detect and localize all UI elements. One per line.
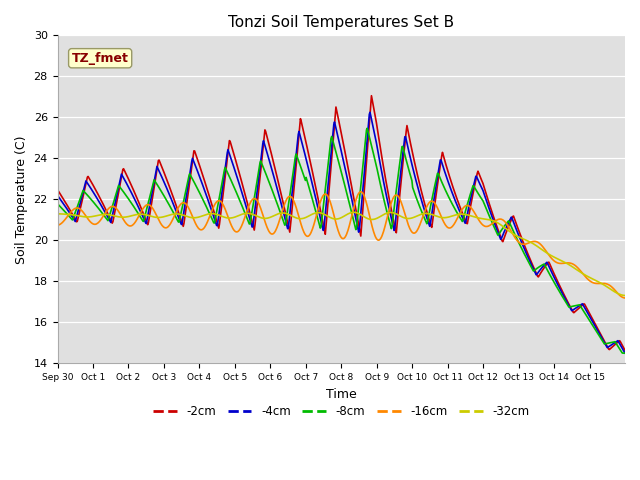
Title: Tonzi Soil Temperatures Set B: Tonzi Soil Temperatures Set B [228,15,454,30]
Legend: -2cm, -4cm, -8cm, -16cm, -32cm: -2cm, -4cm, -8cm, -16cm, -32cm [148,401,534,423]
Text: TZ_fmet: TZ_fmet [72,52,129,65]
Y-axis label: Soil Temperature (C): Soil Temperature (C) [15,135,28,264]
X-axis label: Time: Time [326,388,356,401]
